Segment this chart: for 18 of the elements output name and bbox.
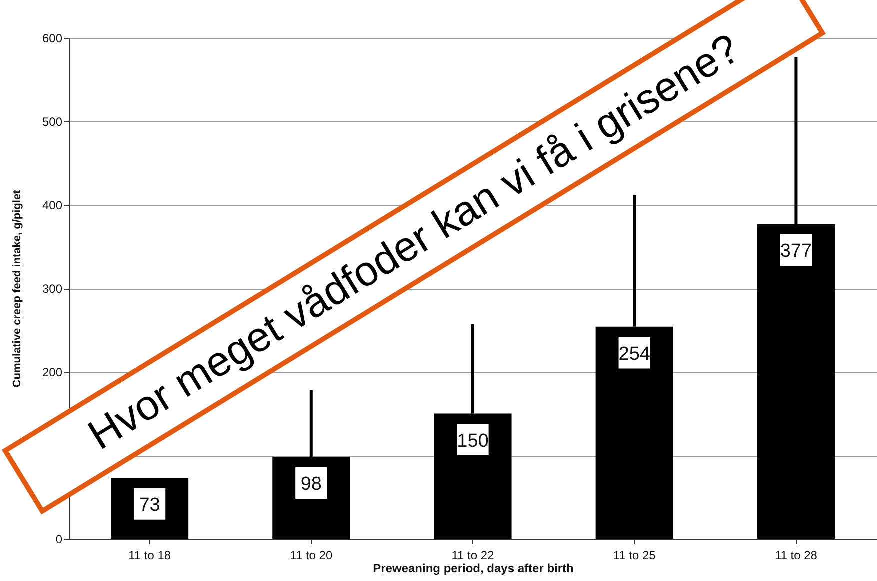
x-tick-label: 11 to 22 <box>452 548 495 562</box>
data-label: 150 <box>457 430 489 452</box>
data-label: 73 <box>139 495 160 516</box>
data-label: 254 <box>618 344 651 365</box>
y-tick-label: 600 <box>42 32 63 46</box>
x-tick-label: 11 to 28 <box>774 548 818 562</box>
x-tick-label: 11 to 18 <box>128 548 172 562</box>
y-tick-label: 400 <box>42 198 63 212</box>
y-tick-label: 300 <box>42 282 63 296</box>
x-tick-label: 11 to 20 <box>290 548 333 562</box>
y-tick-label: 500 <box>42 115 63 129</box>
y-axis-title: Cumulative creep feed intake, g/piglet <box>11 190 24 388</box>
x-axis-title: Preweaning period, days after birth <box>373 562 574 576</box>
data-label: 377 <box>780 241 812 262</box>
y-tick-label: 0 <box>56 532 63 546</box>
y-tick-label: 200 <box>42 366 63 380</box>
x-tick-label: 11 to 25 <box>613 548 656 562</box>
data-label: 98 <box>300 474 322 496</box>
